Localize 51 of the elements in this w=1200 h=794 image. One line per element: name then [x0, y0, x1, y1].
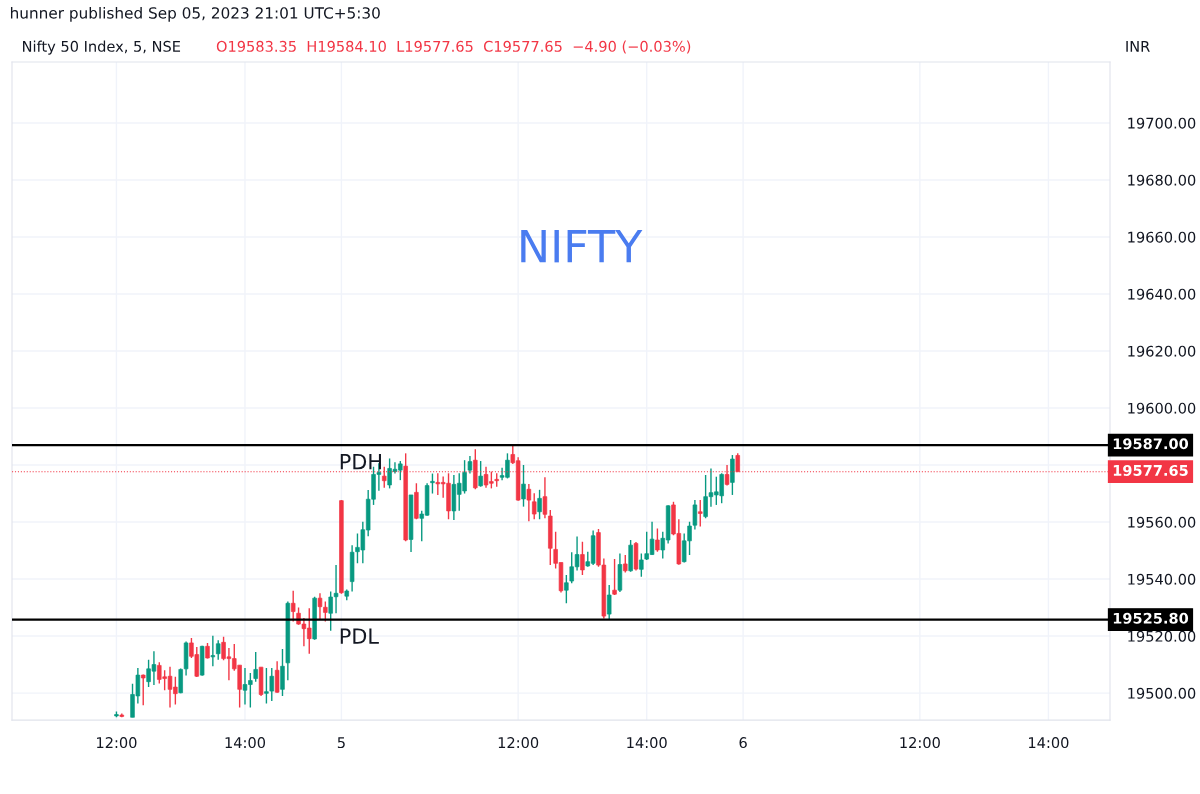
candlestick [280, 648, 285, 697]
x-tick-label: 14:00 [1028, 737, 1069, 749]
text: hunner published Sep 05, 2023 21:01 UTC+5:30 [10, 6, 380, 22]
candlestick [655, 527, 660, 553]
x-tick-label: 5 [337, 737, 345, 749]
candlestick [478, 460, 483, 488]
candlestick [317, 592, 323, 621]
text: 19525.80 [1113, 612, 1189, 624]
x-tick-label: 12:00 [900, 737, 940, 749]
candlestick [521, 464, 526, 508]
candlestick [542, 476, 548, 520]
y-tick-label: 19600.00 [1128, 402, 1196, 414]
x-tick-label: 6 [739, 737, 747, 749]
text: 19577.65 [1113, 464, 1188, 476]
y-tick-label: 19620.00 [1128, 345, 1196, 357]
ref-line-label: PDL [340, 628, 379, 644]
candlestick [531, 492, 537, 520]
candlestick [537, 489, 542, 520]
candlestick [141, 673, 146, 707]
y-tick-label: 19500.00 [1128, 687, 1196, 699]
text: INR [1126, 41, 1150, 52]
annotation: NIFTY [521, 229, 643, 263]
candlestick [323, 600, 328, 623]
y-tick-label: 19660.00 [1128, 231, 1196, 243]
x-tick-label: 12:00 [498, 737, 539, 749]
candlestick [564, 574, 569, 604]
candlestick [430, 472, 435, 495]
candlestick [215, 639, 221, 661]
candlestick [274, 660, 280, 694]
y-tick-label: 19540.00 [1128, 573, 1196, 585]
x-tick-label: 12:00 [97, 737, 137, 749]
candlestick [290, 590, 296, 623]
candlestick [606, 584, 612, 621]
candlestick [253, 651, 258, 683]
y-tick-label: 19560.00 [1128, 516, 1196, 528]
candlestick [730, 454, 735, 496]
y-tick-label: 19520.00 [1128, 630, 1196, 642]
candlestick [210, 635, 216, 667]
candlestick [526, 483, 532, 522]
y-tick-label: 19640.00 [1128, 288, 1196, 300]
candlestick [580, 541, 585, 576]
candlestick [612, 558, 617, 596]
x-tick-label: 14:00 [627, 737, 667, 749]
chart-title: Nifty 50 Index, 5, NSE [23, 40, 181, 55]
chart-subtitle: O19583.35 H19584.10 L19577.65 C19577.65 −4.90 (−0.03%) [216, 40, 691, 54]
y-tick-label: 19700.00 [1128, 117, 1196, 129]
y-tick-label: 19680.00 [1128, 174, 1196, 186]
ref-line-label: PDH [340, 454, 381, 470]
candlestick [698, 499, 703, 528]
text: 19587.00 [1113, 438, 1189, 450]
x-tick-label: 14:00 [225, 737, 266, 749]
